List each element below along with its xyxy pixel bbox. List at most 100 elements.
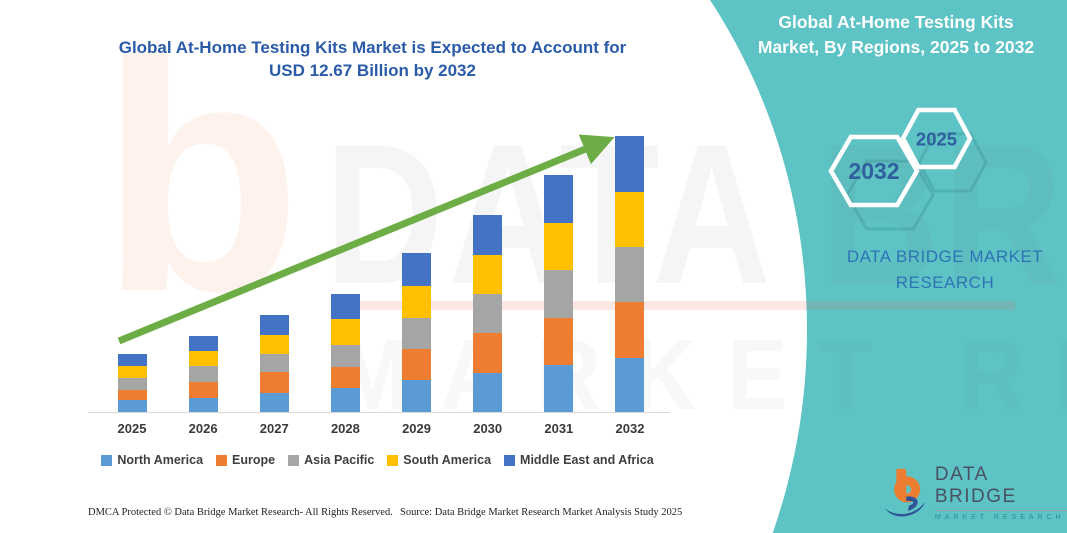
legend-label: North America (117, 453, 204, 467)
segment-2028-europe (330, 367, 360, 389)
segment-2026-north-america (188, 398, 218, 412)
segment-2028-middle-east-and-africa (330, 293, 360, 320)
segment-2027-south-america (259, 335, 289, 354)
segment-2029-europe (402, 348, 432, 381)
x-label-2029: 2029 (402, 421, 431, 436)
segment-2031-asia-pacific (544, 270, 574, 319)
bar-2027 (259, 314, 289, 412)
data-bridge-logo-icon (884, 468, 926, 517)
segment-2025-europe (117, 390, 147, 401)
data-bridge-logo: DATA BRIDGE MARKET RESEARCH (882, 464, 1067, 521)
bar-2031 (544, 175, 574, 412)
legend-swatch (387, 454, 399, 466)
x-label-2030: 2030 (473, 421, 503, 436)
chart-title-line2: USD 12.67 Billion by 2032 (269, 61, 476, 81)
segment-2030-north-america (473, 373, 503, 412)
segment-2027-europe (259, 372, 289, 394)
segment-2032-middle-east-and-africa (615, 135, 645, 193)
bar-2028 (330, 293, 360, 412)
segment-2027-asia-pacific (259, 353, 289, 373)
logo-name: DATA BRIDGE (934, 464, 1017, 507)
segment-2025-asia-pacific (117, 378, 147, 391)
segment-2030-asia-pacific (473, 294, 503, 334)
segment-2032-south-america (615, 192, 645, 248)
panel-title-line2: Market, By Regions, 2025 to 2032 (757, 37, 1035, 58)
legend-swatch (216, 454, 228, 466)
x-label-2025: 2025 (117, 421, 147, 436)
hexagon-2025-outline (900, 107, 973, 170)
segment-2025-north-america (117, 400, 147, 412)
segment-2030-middle-east-and-africa (473, 215, 503, 256)
segment-2026-south-america (188, 351, 218, 367)
legend-label: South America (403, 453, 492, 467)
segment-2025-south-america (117, 365, 147, 379)
segment-2031-middle-east-and-africa (544, 175, 574, 224)
ghost-hexagons (845, 132, 988, 231)
segment-2028-asia-pacific (330, 345, 360, 368)
x-label-2026: 2026 (188, 421, 218, 436)
segment-2026-middle-east-and-africa (188, 336, 218, 352)
bar-chart-plot-area (85, 100, 670, 412)
segment-2032-europe (615, 302, 645, 358)
segment-2030-south-america (473, 255, 503, 295)
panel-brand-line1: DATA BRIDGE MARKET (846, 247, 1044, 266)
segment-2029-middle-east-and-africa (402, 253, 432, 286)
chart-title: Global At-Home Testing Kits Market is Ex… (85, 36, 660, 83)
legend-item-europe: Europe (216, 453, 275, 467)
segment-2027-north-america (259, 393, 289, 412)
bar-2032 (615, 135, 645, 412)
segment-2029-south-america (402, 285, 432, 318)
legend-label: Middle East and Africa (520, 453, 654, 467)
bar-2026 (188, 336, 218, 412)
panel-title-line1: Global At-Home Testing Kits (778, 12, 1014, 32)
logo-text-block: DATA BRIDGE MARKET RESEARCH (934, 464, 1067, 521)
segment-2031-europe (544, 318, 574, 365)
hexagon-2032-year: 2032 (848, 158, 899, 184)
legend-label: Europe (232, 453, 276, 467)
segment-2032-asia-pacific (615, 247, 645, 303)
segment-2029-north-america (402, 380, 432, 412)
segment-2026-europe (188, 381, 218, 399)
legend-swatch (288, 454, 300, 466)
legend-item-asia-pacific: Asia Pacific (288, 453, 374, 467)
logo-divider (934, 510, 1067, 511)
x-label-2027: 2027 (259, 421, 289, 436)
x-label-2031: 2031 (544, 421, 574, 436)
x-axis-labels: 2025 2026 2027 2028 2029 2030 2031 2032 (85, 421, 670, 437)
footer-copyright: DMCA Protected © Data Bridge Market Rese… (88, 507, 393, 518)
footer-source: Source: Data Bridge Market Research Mark… (400, 507, 683, 518)
panel-title: Global At-Home Testing Kits Market, By R… (745, 10, 1047, 61)
x-label-2032: 2032 (615, 421, 645, 436)
hexagon-2025-year: 2025 (916, 129, 957, 150)
segment-2030-europe (473, 333, 503, 374)
segment-2028-south-america (330, 319, 360, 346)
year-hexagons: 2032 2025 (828, 107, 988, 231)
x-label-2028: 2028 (330, 421, 360, 436)
segment-2029-asia-pacific (402, 317, 432, 349)
legend-item-middle-east-and-africa: Middle East and Africa (504, 453, 654, 467)
ghost-hexagon-2032 (845, 159, 935, 231)
segment-2025-middle-east-and-africa (117, 353, 147, 366)
segment-2027-middle-east-and-africa (259, 314, 289, 336)
panel-brand-text: DATA BRIDGE MARKET RESEARCH (828, 244, 1062, 295)
segment-2028-north-america (330, 388, 360, 412)
segment-2026-asia-pacific (188, 366, 218, 382)
legend-swatch (101, 454, 113, 466)
legend-label: Asia Pacific (304, 453, 375, 467)
x-axis-line (88, 412, 670, 413)
hexagon-2032-outline (828, 134, 920, 208)
bar-2025 (117, 353, 147, 412)
segment-2031-south-america (544, 223, 574, 271)
legend-swatch (504, 454, 516, 466)
bar-2029 (402, 253, 432, 412)
legend-item-south-america: South America (387, 453, 491, 467)
panel-brand-line2: RESEARCH (895, 272, 995, 292)
segment-2032-north-america (615, 357, 645, 412)
chart-title-line1: Global At-Home Testing Kits Market is Ex… (118, 38, 627, 57)
legend-item-north-america: North America (101, 453, 203, 467)
logo-tagline: MARKET RESEARCH (934, 514, 1065, 521)
chart-legend: North America Europe Asia Pacific South Ame… (85, 453, 670, 467)
segment-2031-north-america (544, 364, 574, 412)
ghost-hexagon-2025 (917, 132, 988, 193)
